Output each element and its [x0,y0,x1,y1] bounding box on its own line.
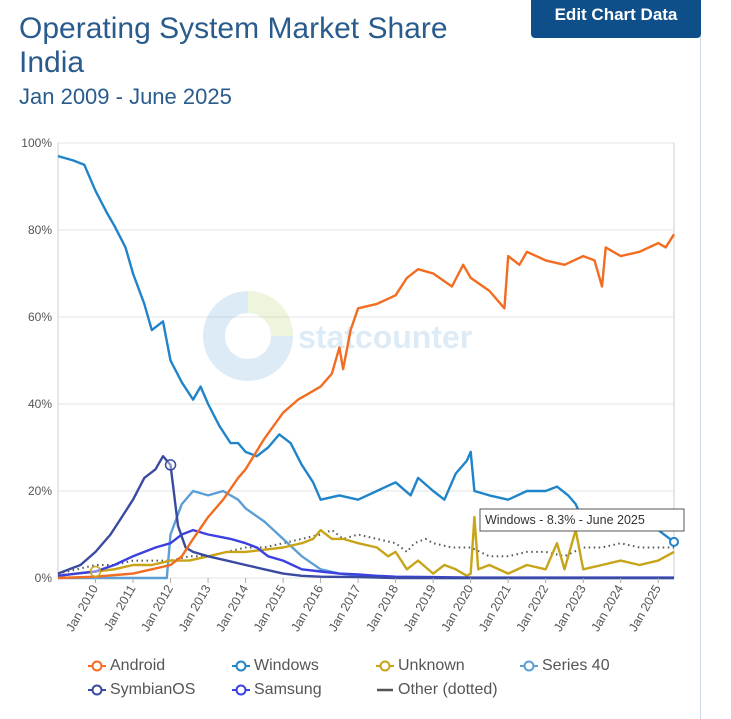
y-tick-label: 40% [28,397,52,411]
x-tick-label: Jan 2015 [251,582,289,634]
x-tick-label: Jan 2014 [213,582,251,634]
symbianos-marker-icon [88,684,106,696]
watermark-text: statcounter [298,319,472,355]
legend-item-symbianos[interactable]: SymbianOS [88,678,195,702]
x-tick-label: Jan 2020 [438,582,476,634]
x-tick-label: Jan 2011 [101,582,138,633]
x-tick-label: Jan 2024 [588,582,626,634]
windows-hover-marker[interactable] [669,536,679,547]
watermark-logo-accent-icon [247,291,293,337]
android-marker-icon [88,660,106,672]
x-tick-label: Jan 2010 [63,582,101,634]
x-tick-label: Jan 2012 [138,582,176,634]
page-right-rule [700,0,701,719]
tooltip-text: Windows - 8.3% - June 2025 [485,513,645,527]
y-tick-label: 20% [28,484,52,498]
legend-label-android: Android [110,657,166,674]
edit-chart-data-button[interactable]: Edit Chart Data [531,0,701,38]
legend-item-series-40[interactable]: Series 40 [520,654,610,678]
legend-item-other[interactable]: Other (dotted) [376,678,498,702]
legend-label-windows: Windows [254,657,319,674]
y-tick-label: 0% [35,571,53,585]
chart-tooltip: Windows - 8.3% - June 2025 [479,508,685,532]
y-tick-label: 60% [28,310,52,324]
x-tick-label: Jan 2023 [551,582,589,634]
legend-label-unknown: Unknown [398,657,465,674]
legend-item-android[interactable]: Android [88,654,165,678]
x-tick-label: Jan 2021 [476,582,514,634]
x-tick-label: Jan 2016 [288,582,326,634]
x-tick-label: Jan 2018 [363,582,401,634]
chart-title: Operating System Market Share India [19,12,448,79]
legend-label-symbianos: SymbianOS [110,681,196,698]
x-tick-label: Jan 2019 [401,582,439,634]
series-40-marker-icon [520,660,538,672]
legend-label-samsung: Samsung [254,681,322,698]
legend-item-windows[interactable]: Windows [232,654,319,678]
chart-subtitle: Jan 2009 - June 2025 [19,84,232,109]
windows-marker-icon [232,660,250,672]
legend-item-unknown[interactable]: Unknown [376,654,465,678]
x-tick-label: Jan 2017 [326,582,364,634]
symbianos-peak-marker[interactable] [164,459,177,471]
unknown-marker-icon [376,660,394,672]
legend-label-other: Other (dotted) [398,681,498,698]
statcounter-watermark: statcounter [203,291,472,381]
marker-layer [89,459,679,578]
y-tick-label: 100% [21,136,52,150]
samsung-marker-icon [232,684,250,696]
series-line-unknown[interactable] [57,515,675,577]
unknown-marker[interactable] [89,565,102,578]
other-marker-icon [377,688,393,692]
watermark-logo-icon [203,291,293,381]
tooltip-box [479,508,685,532]
x-tick-label: Jan 2025 [626,582,664,634]
legend-item-samsung[interactable]: Samsung [232,678,322,702]
chart-legend: Android Windows Unknown Series 40 Symbia… [88,654,648,704]
series-line-android[interactable] [57,233,676,580]
x-tick-label: Jan 2013 [176,582,214,634]
x-tick-label: Jan 2022 [513,582,551,634]
legend-label-series-40: Series 40 [542,657,610,674]
y-tick-label: 80% [28,223,52,237]
series-line-windows[interactable] [57,154,675,543]
